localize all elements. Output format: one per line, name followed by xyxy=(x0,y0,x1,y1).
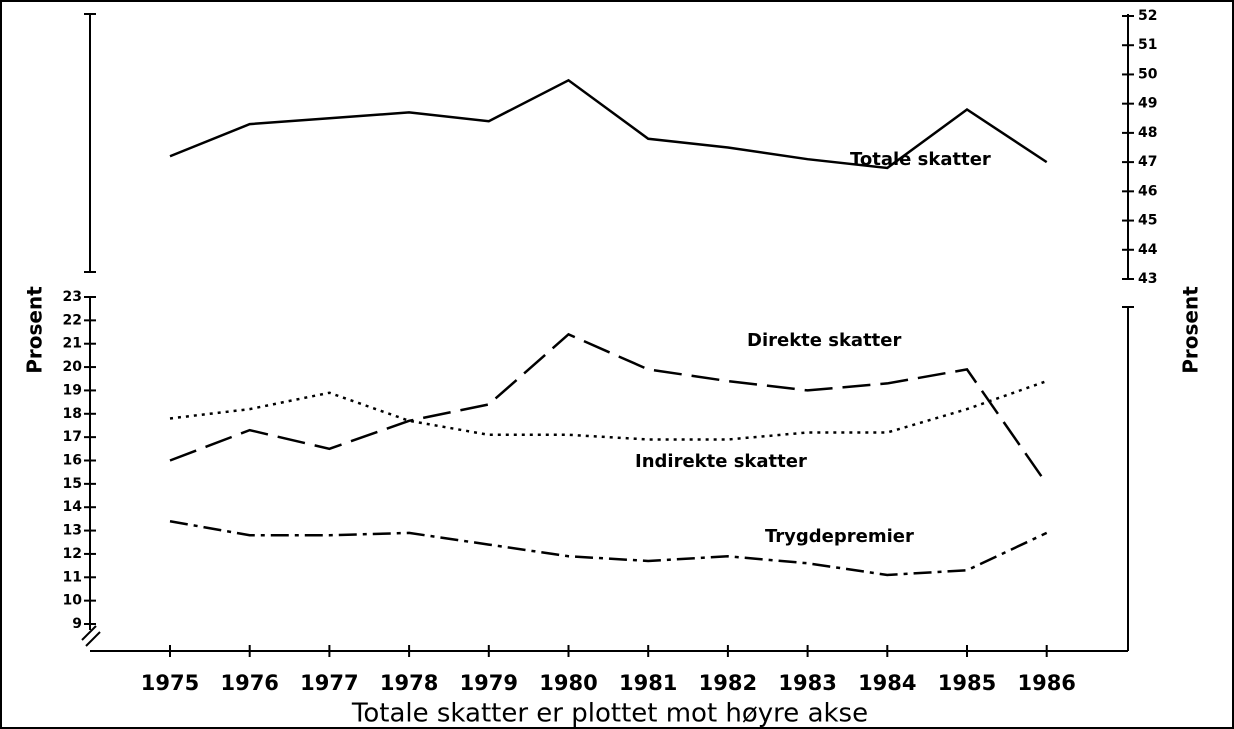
series-line xyxy=(169,379,1048,441)
x-tick-label: 1986 xyxy=(1017,671,1075,695)
y-tick-label: 22 xyxy=(63,312,82,328)
y2-tick-label: 44 xyxy=(1138,242,1158,258)
axis-break xyxy=(85,631,101,647)
y2-tick-label: 51 xyxy=(1138,37,1157,53)
series-line xyxy=(169,519,1048,577)
series-label: Indirekte skatter xyxy=(635,451,807,472)
series-line xyxy=(169,332,1048,485)
x-tick-label: 1984 xyxy=(858,671,916,695)
x-tick-label: 1979 xyxy=(460,671,518,695)
y-tick-label: 16 xyxy=(63,453,82,469)
y-tick-label: 15 xyxy=(63,476,82,492)
y2-axis-label: Prosent xyxy=(1179,286,1203,374)
y-axis-label: Prosent xyxy=(23,286,47,374)
series-line xyxy=(169,78,1048,170)
y2-tick-label: 52 xyxy=(1138,8,1157,24)
y2-tick-label: 45 xyxy=(1138,213,1157,229)
y2-tick-label: 49 xyxy=(1138,96,1157,112)
y2-tick-label: 43 xyxy=(1138,271,1157,287)
y2-tick-label: 46 xyxy=(1138,183,1157,199)
x-tick-label: 1980 xyxy=(539,671,597,695)
y-tick-label: 13 xyxy=(63,523,82,539)
y-tick-label: 20 xyxy=(63,359,83,375)
series-label: Direkte skatter xyxy=(747,330,901,351)
x-tick-label: 1985 xyxy=(938,671,996,695)
y2-tick-label: 50 xyxy=(1138,66,1158,82)
y-tick-label: 14 xyxy=(63,499,83,515)
y-tick-label: 10 xyxy=(63,593,83,609)
y-tick-label: 23 xyxy=(63,289,82,305)
y-tick-label: 19 xyxy=(63,382,82,398)
x-tick-label: 1982 xyxy=(699,671,757,695)
x-tick-label: 1978 xyxy=(380,671,438,695)
y-tick-label: 18 xyxy=(63,406,82,422)
y-tick-label: 11 xyxy=(63,569,82,585)
y-tick-label: 21 xyxy=(63,336,82,352)
x-tick-label: 1977 xyxy=(300,671,358,695)
x-tick-label: 1975 xyxy=(141,671,199,695)
y-tick-label: 9 xyxy=(72,616,82,632)
y-tick-label: 17 xyxy=(63,429,82,445)
y2-tick-label: 48 xyxy=(1138,125,1157,141)
axis-break xyxy=(81,625,97,641)
series-label: Trygdepremier xyxy=(765,526,914,547)
x-axis-label: Totale skatter er plottet mot høyre akse xyxy=(351,699,868,729)
series-label: Totale skatter xyxy=(850,149,991,170)
y-tick-label: 12 xyxy=(63,546,82,562)
x-tick-label: 1976 xyxy=(220,671,278,695)
x-tick-label: 1983 xyxy=(778,671,836,695)
x-tick-label: 1981 xyxy=(619,671,677,695)
y2-tick-label: 47 xyxy=(1138,154,1157,170)
